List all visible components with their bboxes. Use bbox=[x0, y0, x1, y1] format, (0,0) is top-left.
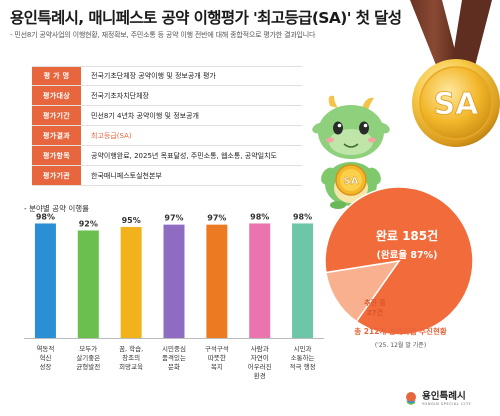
bar-value-label: 98% bbox=[293, 213, 312, 221]
info-row-value: 공약이행완료, 2025년 목표달성, 주민소통, 웹소통, 공약일치도 bbox=[91, 151, 277, 160]
bar-category-label: 구석구석 따뜻한 복지 bbox=[205, 344, 229, 371]
info-row-label: 평가결과 bbox=[32, 126, 81, 145]
info-row: 평가항목 공약이행완료, 2025년 목표달성, 주민소통, 웹소통, 공약일치도 bbox=[32, 146, 302, 166]
yongin-logo-mark-icon bbox=[406, 392, 416, 405]
sa-medal-icon: SA bbox=[410, 0, 500, 147]
bar-value-label: 98% bbox=[36, 213, 55, 221]
pie-slice bbox=[325, 259, 401, 323]
bar-category-label: 시민과 소통하는 적극 행정 bbox=[290, 344, 316, 371]
info-row-label: 평 가 명 bbox=[32, 67, 81, 85]
bar bbox=[249, 223, 271, 338]
pie-slice-label: 추진 중 bbox=[364, 298, 386, 307]
dragon-mascot-icon: SA bbox=[312, 95, 390, 209]
info-row-label: 평가항목 bbox=[32, 146, 81, 165]
donut-caption: 총 212개 공약사업 추진현황 ('25. 12월 말 기준) bbox=[318, 326, 483, 349]
page-title: 용인특례시, 매니페스토 공약 이행평가 '최고등급(SA)' 첫 달성 bbox=[10, 9, 402, 27]
bar-value-label: 95% bbox=[122, 216, 141, 225]
page-subtitle: - 민선8기 공약사업의 이행현황, 재정확보, 주민소통 등 공약 이행 전반… bbox=[10, 31, 316, 39]
info-row-label: 평가대상 bbox=[32, 86, 81, 105]
info-row: 평가기관 한국매니페스토실천본부 bbox=[32, 166, 302, 186]
logo-subtitle: YONGIN SPECIAL CITY bbox=[422, 402, 472, 406]
bar bbox=[163, 224, 185, 338]
bar-chart: 98% 역동적 혁신 성장 92% 모두가 살기좋은 균형발전 95% 꿈, 학습, 창조의 희망교육… bbox=[24, 213, 324, 380]
pie-slice-label: 완료 185건 bbox=[376, 228, 438, 243]
info-row-value: 전국기초단체장 공약이행 및 정보공개 평가 bbox=[91, 72, 216, 80]
donut-caption-main: 총 212개 공약사업 추진현황 bbox=[354, 327, 447, 336]
info-row-value: 한국매니페스토실천본부 bbox=[91, 171, 162, 180]
info-row-value: 전국기초자치단체장 bbox=[91, 91, 149, 100]
info-row: 평가기간 민선8기 4년차 공약이행 및 정보공개 bbox=[32, 106, 302, 126]
bar-chart-title: - 분야별 공약 이행률 bbox=[24, 204, 90, 213]
yongin-logo: 용인특례시 YONGIN SPECIAL CITY bbox=[403, 387, 493, 411]
bar-value-label: 97% bbox=[207, 214, 226, 223]
pie-slice-sublabel: 27건 bbox=[367, 308, 383, 317]
bar-category-label: 시민중심 품격있는 문화 bbox=[162, 344, 186, 371]
info-row: 평가대상 전국기초자치단체장 bbox=[32, 86, 302, 106]
info-row: 평가결과 최고등급(SA) bbox=[32, 126, 302, 146]
info-row-label: 평가기관 bbox=[32, 166, 81, 185]
logo-name: 용인특례시 bbox=[422, 391, 466, 402]
donut-caption-sub: ('25. 12월 말 기준) bbox=[374, 342, 427, 349]
bar bbox=[292, 223, 314, 338]
info-row-value: 최고등급(SA) bbox=[91, 131, 132, 140]
info-row-value: 민선8기 4년차 공약이행 및 정보공개 bbox=[91, 111, 199, 120]
bar-category-label: 사람과 자연이 어우러진 환경 bbox=[248, 344, 272, 380]
bar-value-label: 98% bbox=[250, 213, 269, 221]
bar-category-label: 꿈, 학습, 창조의 희망교육 bbox=[119, 344, 143, 371]
bar bbox=[206, 224, 228, 338]
mascot-badge: SA bbox=[344, 176, 359, 187]
info-row: 평 가 명 전국기초단체장 공약이행 및 정보공개 평가 bbox=[32, 66, 302, 86]
bar bbox=[120, 226, 142, 338]
bar-value-label: 97% bbox=[164, 214, 183, 223]
bar-value-label: 92% bbox=[79, 219, 98, 228]
bar bbox=[34, 223, 56, 338]
bar-category-label: 모두가 살기좋은 균형발전 bbox=[76, 344, 100, 371]
medal-label: SA bbox=[434, 87, 480, 122]
bar bbox=[77, 230, 99, 338]
info-row-label: 평가기간 bbox=[32, 106, 81, 125]
pie-slice-sublabel: (완료율 87%) bbox=[377, 249, 438, 261]
bar-category-label: 역동적 혁신 성장 bbox=[36, 344, 54, 371]
